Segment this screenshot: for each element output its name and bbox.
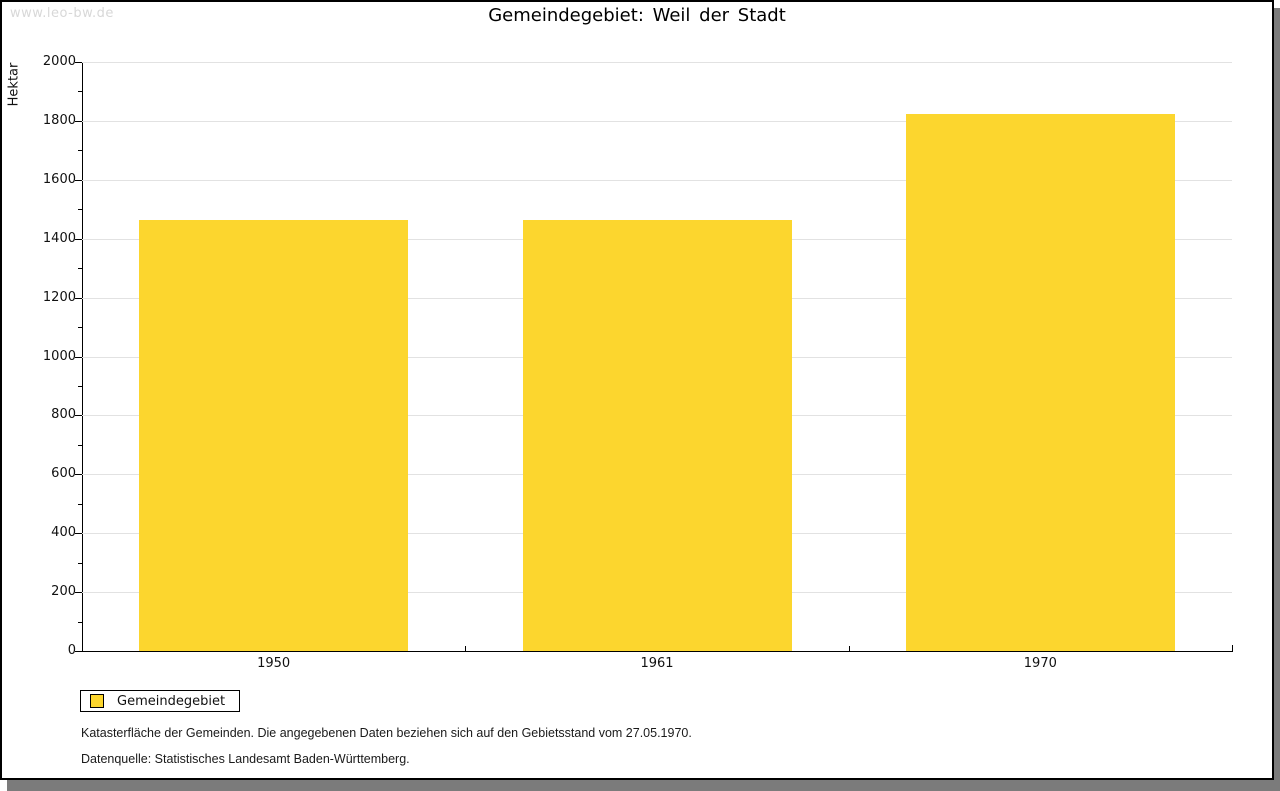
y-axis-minor-tick <box>78 91 82 92</box>
bar-1950 <box>139 219 409 651</box>
y-axis-major-tick <box>75 651 82 652</box>
y-axis-tick-label: 800 <box>51 407 76 422</box>
y-axis-tick-label: 0 <box>67 643 76 658</box>
y-axis-tick-label: 200 <box>51 584 76 599</box>
y-axis-major-tick <box>75 357 82 358</box>
bar-1970 <box>905 114 1175 651</box>
legend-label: Gemeindegebiet <box>117 693 226 709</box>
y-axis-tick-label: 2000 <box>42 54 76 69</box>
page-title: Gemeindegebiet: Weil der Stadt <box>488 5 786 26</box>
y-axis-minor-tick <box>78 268 82 269</box>
y-axis-minor-tick <box>78 445 82 446</box>
y-axis-minor-tick <box>78 327 82 328</box>
footnote-datasource: Datenquelle: Statistisches Landesamt Bad… <box>81 752 410 766</box>
gridline <box>82 62 1232 63</box>
y-axis-major-tick <box>75 298 82 299</box>
y-axis-major-tick <box>75 474 82 475</box>
gridline <box>82 180 1232 181</box>
y-axis-minor-tick <box>78 386 82 387</box>
x-axis-end-cap <box>1232 645 1233 652</box>
x-axis-boundary-tick <box>465 646 466 651</box>
y-axis-major-tick <box>75 415 82 416</box>
y-axis-tick-label: 1600 <box>42 172 76 187</box>
y-axis-minor-tick <box>78 150 82 151</box>
y-axis-major-tick <box>75 533 82 534</box>
y-axis-tick-label: 1800 <box>42 113 76 128</box>
x-axis-tick-label: 1950 <box>257 656 291 671</box>
bar-1961 <box>522 219 792 651</box>
y-axis-tick-label: 1200 <box>42 290 76 305</box>
y-axis-tick-label: 1400 <box>42 231 76 246</box>
y-axis-major-tick <box>75 180 82 181</box>
plot-area: 0 200 400 600 800 1000 1200 1400 1600 1800 2000 195… <box>2 2 1272 778</box>
x-axis-tick-label: 1970 <box>1023 656 1057 671</box>
y-axis-major-tick <box>75 121 82 122</box>
gridline <box>82 121 1232 122</box>
y-axis-major-tick <box>75 239 82 240</box>
y-axis-minor-tick <box>78 622 82 623</box>
y-axis-tick-label: 1000 <box>42 349 76 364</box>
y-axis-tick-label: 400 <box>51 525 76 540</box>
legend: Gemeindegebiet <box>80 690 241 712</box>
y-axis-major-tick <box>75 592 82 593</box>
x-axis-tick-label: 1961 <box>640 656 674 671</box>
y-axis-tick-label: 600 <box>51 466 76 481</box>
y-axis-major-tick <box>75 62 82 63</box>
watermark-text: www.leo-bw.de <box>10 6 114 21</box>
x-axis-boundary-tick <box>849 646 850 651</box>
legend-swatch-gemeindegebiet <box>90 694 104 708</box>
y-axis-minor-tick <box>78 504 82 505</box>
y-axis-minor-tick <box>78 209 82 210</box>
x-axis-line <box>82 651 1233 652</box>
footnote-description: Katasterfläche der Gemeinden. Die angege… <box>81 726 692 740</box>
y-axis-minor-tick <box>78 563 82 564</box>
